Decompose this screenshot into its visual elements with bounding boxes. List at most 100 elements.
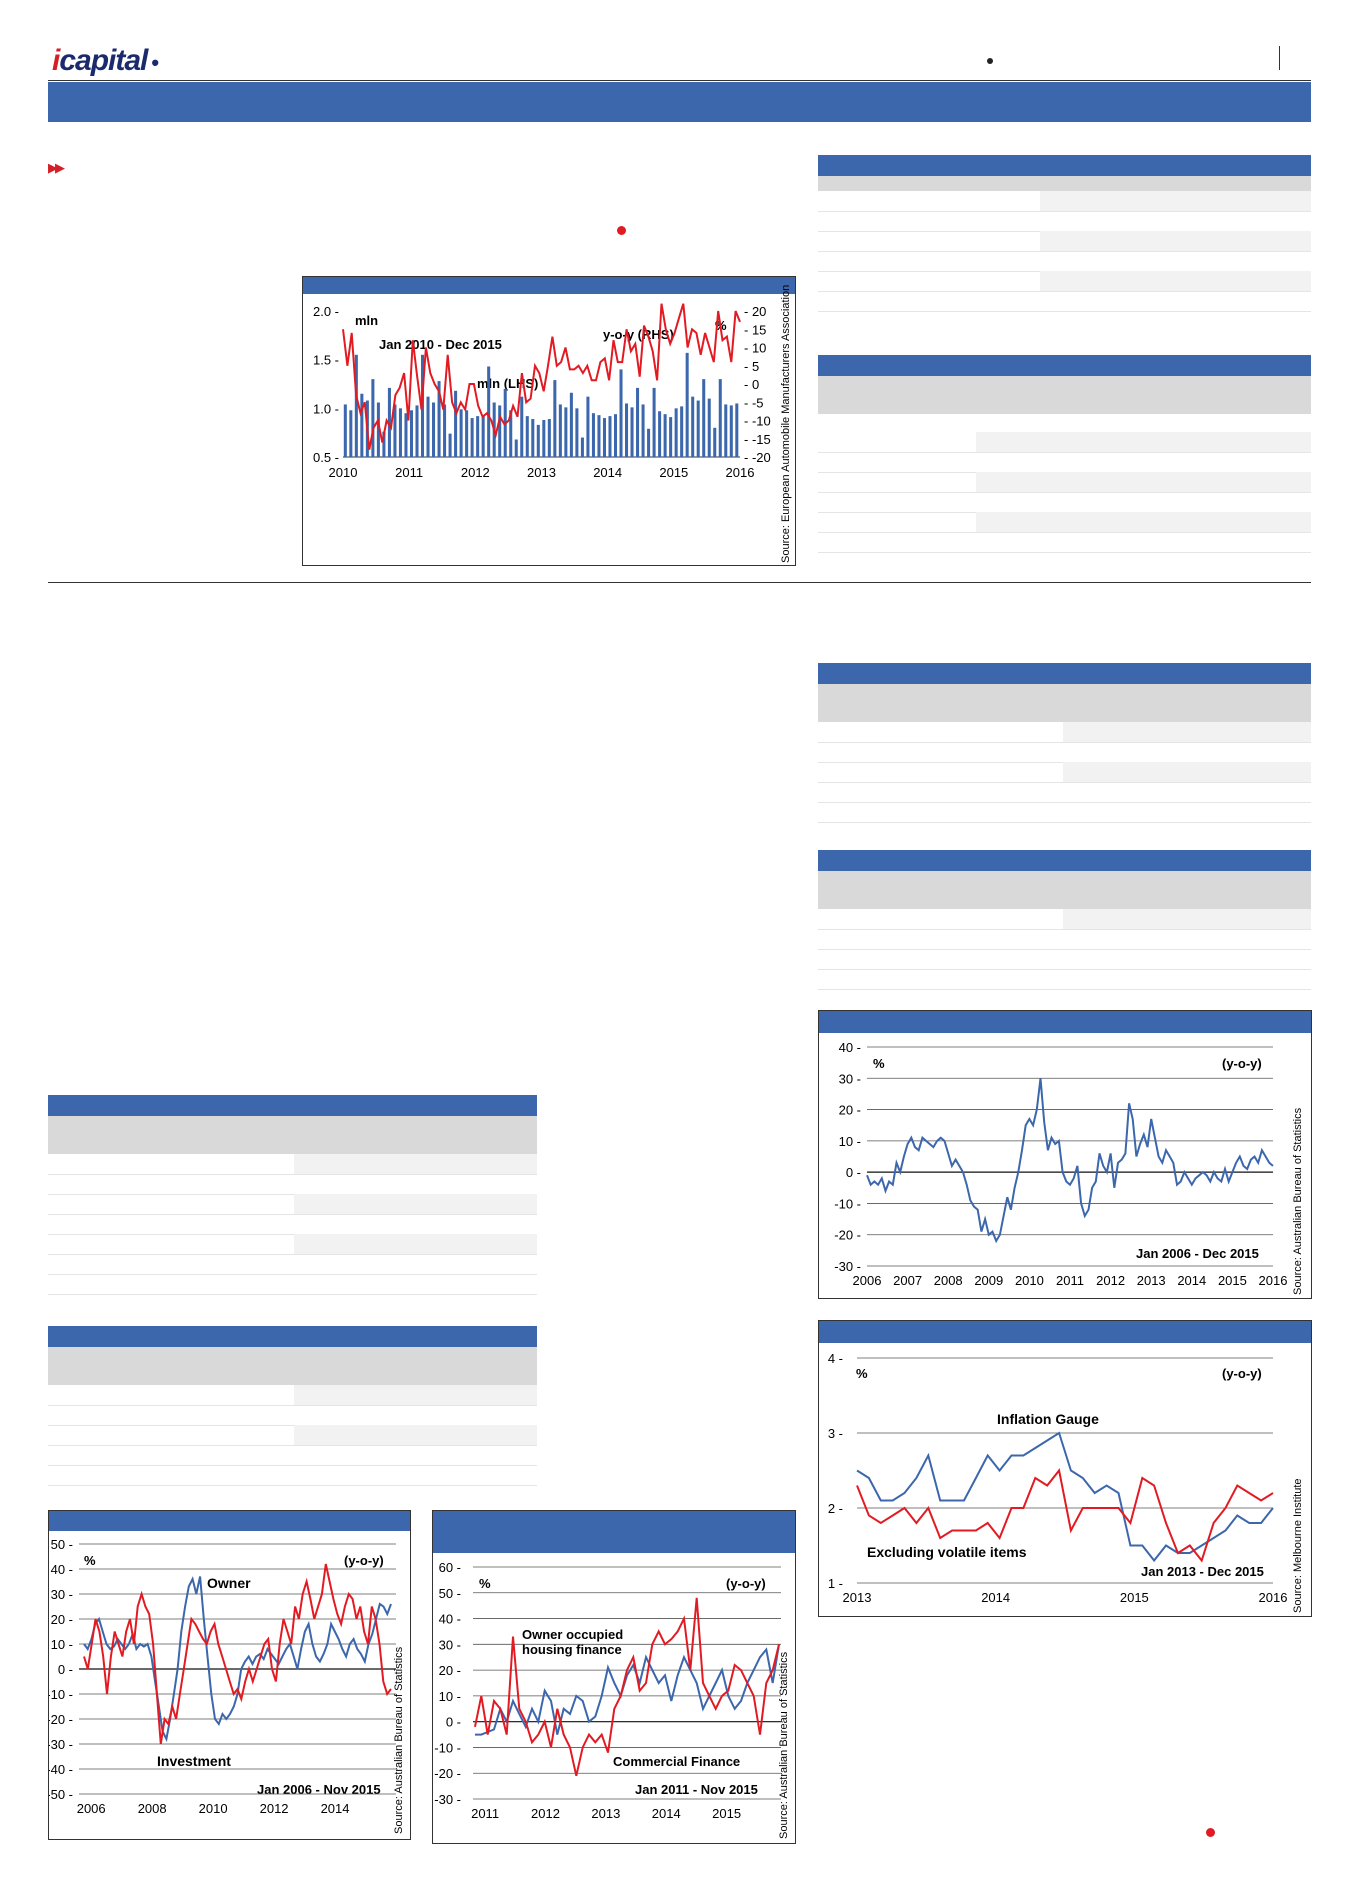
y-unit-label: %	[856, 1366, 868, 1381]
header-divider	[1279, 46, 1280, 70]
chart-subtitle: Jan 2006 - Nov 2015	[257, 1782, 381, 1797]
y-tick-label-right: - 15	[744, 322, 766, 337]
bar	[735, 403, 739, 457]
chart-legend-label: (y-o-y)	[344, 1553, 384, 1568]
table-5	[48, 1095, 537, 1305]
y-tick-label: 0 -	[446, 1715, 461, 1730]
x-tick-label: 2011	[1056, 1273, 1084, 1288]
x-tick-label: 2008	[138, 1801, 167, 1816]
bar	[404, 413, 408, 457]
bar	[536, 424, 540, 457]
y-tick-label: 30 -	[839, 1071, 861, 1086]
y-tick-label-left: 1.0 -	[313, 401, 339, 416]
y-tick-label-right: - -5	[744, 395, 764, 410]
y-tick-label: -20 -	[834, 1228, 861, 1243]
bar	[558, 404, 562, 457]
y-tick-label: 0 -	[58, 1662, 73, 1677]
y-tick-label: 30 -	[439, 1637, 461, 1652]
y-tick-label-right: - 5	[744, 359, 759, 374]
series-label-owner-occupied: Owner occupied housing finance	[522, 1627, 627, 1657]
bar	[525, 416, 529, 457]
x-tick-label: 2015	[659, 465, 688, 480]
bar	[613, 414, 618, 457]
x-tick-label: 2008	[934, 1273, 963, 1288]
series-line	[474, 1597, 780, 1777]
bar	[481, 415, 485, 457]
x-tick-label: 2010	[329, 465, 358, 480]
lhs-unit-label: mln	[355, 313, 378, 328]
y-tick-label: -10 -	[834, 1196, 861, 1211]
bar	[564, 407, 568, 457]
series-label-line: housing finance	[522, 1642, 622, 1657]
chart-legend-label: (y-o-y)	[1222, 1056, 1262, 1071]
bar	[641, 404, 645, 457]
y-tick-label: 50 -	[439, 1586, 461, 1601]
bar	[398, 408, 402, 457]
bar	[542, 420, 546, 457]
y-tick-label-right: - -10	[744, 414, 771, 429]
chart-source: Source: Australian Bureau of Statistics	[393, 1646, 405, 1834]
table-1	[818, 155, 1311, 343]
x-tick-label: 2013	[591, 1806, 620, 1821]
bar	[454, 390, 458, 457]
bar	[658, 411, 662, 457]
bar	[729, 405, 733, 457]
bar	[652, 387, 656, 457]
y-tick-label: -10 -	[49, 1687, 73, 1702]
table-4	[818, 850, 1311, 995]
bar	[696, 400, 700, 457]
chart-subtitle: Jan 2010 - Dec 2015	[379, 337, 502, 352]
series-label-line: Owner occupied	[522, 1627, 623, 1642]
bar	[415, 405, 419, 457]
bar	[509, 410, 513, 457]
bar	[724, 404, 728, 457]
bar	[591, 413, 595, 457]
x-tick-label: 2014	[652, 1806, 681, 1821]
series-label-inflation-gauge: Inflation Gauge	[997, 1411, 1099, 1427]
bar	[376, 402, 380, 457]
bar	[647, 428, 651, 457]
x-tick-label: 2012	[531, 1806, 560, 1821]
x-tick-label: 2010	[1015, 1273, 1044, 1288]
y-tick-label: 40 -	[439, 1612, 461, 1627]
chart-source: Source: Australian Bureau of Statistics	[1292, 1107, 1304, 1295]
chart-legend-label: (y-o-y)	[726, 1576, 766, 1591]
bar	[586, 396, 590, 457]
bar	[707, 398, 711, 457]
bar	[580, 437, 584, 457]
y-tick-label: 20 -	[439, 1663, 461, 1678]
rhs-series-label: y-o-y (RHS)	[603, 327, 674, 342]
x-tick-label: 2006	[853, 1273, 882, 1288]
bar	[514, 439, 518, 457]
y-tick-label: 3 -	[828, 1426, 843, 1441]
y-tick-label: 20 -	[51, 1612, 73, 1627]
chart-housing: % (y-o-y) Owner Investment Jan 2006 - No…	[48, 1510, 411, 1840]
chart-subtitle: Jan 2006 - Dec 2015	[1136, 1246, 1259, 1261]
y-tick-label: 2 -	[828, 1501, 843, 1516]
bar	[426, 396, 430, 457]
bar	[619, 369, 623, 457]
y-unit-label: %	[873, 1056, 885, 1071]
bar	[531, 419, 535, 457]
bar	[382, 431, 386, 457]
x-tick-label: 2015	[1120, 1590, 1149, 1605]
bar	[432, 402, 436, 457]
bar	[691, 396, 695, 457]
y-tick-label: 30 -	[51, 1587, 73, 1602]
section-rule	[48, 582, 1311, 583]
series-line	[856, 1431, 1274, 1563]
x-tick-label: 2007	[893, 1273, 922, 1288]
bar	[685, 352, 689, 457]
y-tick-label: 10 -	[51, 1637, 73, 1652]
bar	[393, 404, 397, 457]
chart-finance: % (y-o-y) Owner occupied housing finance…	[432, 1510, 796, 1844]
bar	[349, 410, 353, 457]
x-tick-label: 2006	[77, 1801, 106, 1816]
section-banner	[48, 82, 1311, 122]
bar	[487, 366, 491, 457]
series-label-commercial: Commercial Finance	[613, 1754, 740, 1769]
bar	[669, 417, 673, 457]
series-line	[83, 1576, 392, 1743]
bar	[498, 405, 502, 457]
y-tick-label-right: - -20	[744, 450, 771, 465]
